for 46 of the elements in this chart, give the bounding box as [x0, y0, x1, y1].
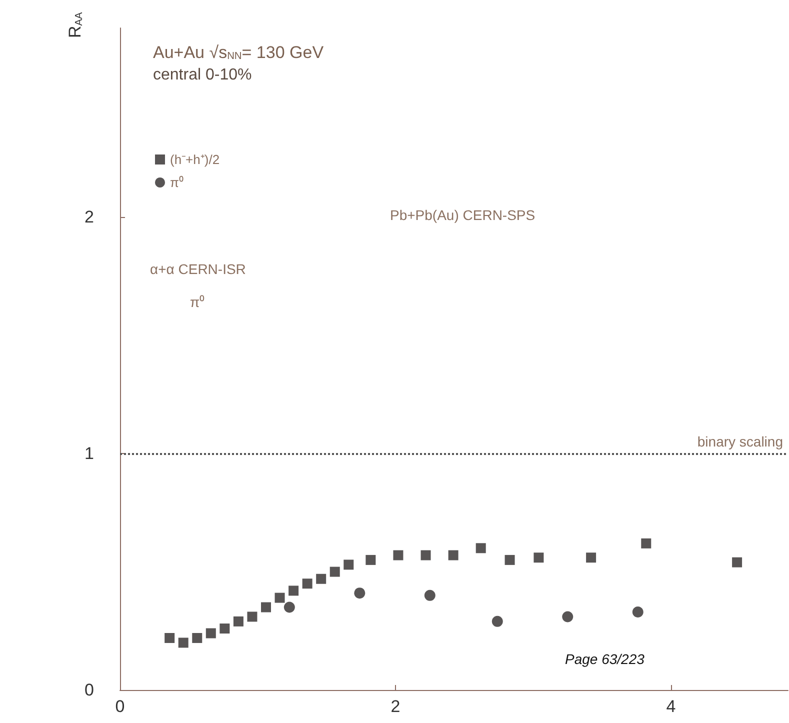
point [220, 624, 230, 634]
x-tick-label: 2 [390, 697, 400, 716]
annotation: Pb+Pb(Au) CERN-SPS [390, 207, 536, 223]
point [448, 550, 458, 560]
point [316, 574, 326, 584]
point [247, 612, 258, 622]
point [732, 557, 742, 568]
point [424, 590, 436, 601]
y-tick-label: 0 [84, 680, 94, 700]
x-tick-label: 0 [115, 697, 125, 716]
y-tick-label: 2 [84, 208, 94, 227]
annotation: π⁰ [190, 294, 205, 310]
point [354, 588, 366, 599]
point [586, 552, 596, 563]
point [534, 552, 544, 563]
point [476, 543, 486, 554]
point [492, 616, 503, 627]
point [192, 632, 202, 643]
annotation: α+α CERN-ISR [150, 261, 246, 277]
point [420, 550, 431, 560]
legend-label: (h⁻+h⁺)/2 [170, 152, 220, 167]
point [284, 602, 295, 613]
text: central 0-10% [153, 66, 252, 84]
point [562, 611, 574, 622]
point [206, 628, 216, 638]
point [344, 560, 354, 570]
legend-label: π⁰ [170, 175, 184, 190]
text: Au+Au √sNN= 130 GeV [153, 42, 324, 62]
annotation: Page 63/223 [565, 651, 645, 667]
point [233, 616, 244, 626]
point [366, 554, 376, 565]
point [260, 602, 271, 612]
point [393, 550, 404, 560]
point [302, 578, 312, 589]
point [164, 632, 175, 643]
ref-line-label: binary scaling [697, 434, 783, 450]
y-axis-title: RAA [66, 12, 85, 38]
point [632, 606, 644, 618]
point [641, 538, 652, 548]
x-tick-label: 4 [666, 697, 676, 716]
point [330, 566, 340, 577]
point [274, 592, 285, 603]
y-tick-label: 1 [84, 444, 94, 464]
point [288, 586, 299, 596]
point [178, 638, 188, 648]
point [504, 554, 515, 565]
